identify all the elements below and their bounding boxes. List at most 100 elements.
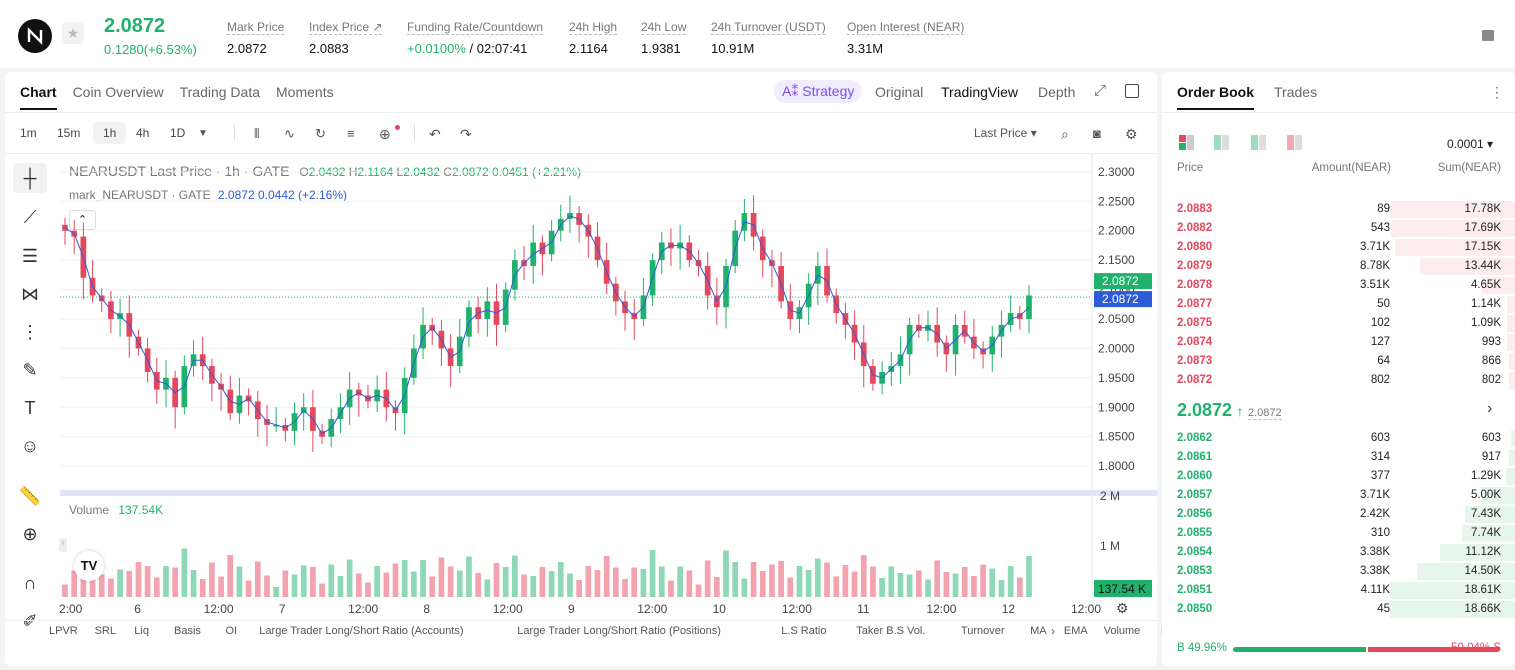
emoji-icon[interactable]: ☺	[20, 435, 40, 456]
bid-row[interactable]: 2.0857 3.71K 5.00K	[1162, 486, 1515, 505]
indicator-scroll-right-icon[interactable]: ›	[1051, 624, 1055, 638]
indicator-item[interactable]: L.S Ratio	[781, 625, 827, 637]
ask-row[interactable]: 2.0877 50 1.14K	[1162, 295, 1515, 314]
indicator-item[interactable]: Volume	[1103, 625, 1141, 637]
index-price-stat[interactable]: Index Price ↗ 2.0883	[309, 18, 383, 56]
indicator-item[interactable]: Basis	[174, 625, 201, 637]
bid-row[interactable]: 2.0861 314 917	[1162, 448, 1515, 467]
pattern-icon[interactable]: ⋈	[21, 283, 39, 304]
timeframe-15m[interactable]: 15m	[57, 126, 81, 140]
price-chart[interactable]: 2.30002.25002.20002.15002.10002.05002.00…	[5, 154, 1157, 604]
trendline-icon[interactable]: ⟋	[23, 206, 37, 227]
search-icon[interactable]: ⌕	[1061, 126, 1069, 142]
view-depth[interactable]: Depth	[1038, 84, 1076, 100]
window-icon[interactable]	[1125, 84, 1139, 98]
price-type-select[interactable]: Last Price ▾	[974, 126, 1037, 140]
x-tick-label: 9	[568, 602, 575, 616]
indicator-item[interactable]: MA	[1030, 625, 1047, 637]
tab-trades[interactable]: Trades	[1274, 84, 1318, 100]
tab-coin-overview[interactable]: Coin Overview	[72, 84, 164, 100]
ask-row[interactable]: 2.0879 8.78K 13.44K	[1162, 257, 1515, 276]
ask-row[interactable]: 2.0874 127 993	[1162, 333, 1515, 352]
volume-bar	[71, 570, 78, 597]
undo-icon[interactable]: ↶	[429, 126, 441, 142]
volume-tag-label: 137.54 K	[1098, 582, 1146, 596]
brush-icon[interactable]: ✎	[22, 359, 38, 380]
main-series-title: NEARUSDT Last Price · 1h · GATE	[69, 163, 290, 179]
more-menu-icon[interactable]: ⋮	[1490, 84, 1504, 100]
bid-row[interactable]: 2.0854 3.38K 11.12K	[1162, 543, 1515, 562]
tab-chart[interactable]: Chart	[20, 84, 57, 110]
ask-row[interactable]: 2.0882 543 17.69K	[1162, 219, 1515, 238]
book-icon[interactable]	[1482, 30, 1494, 41]
templates-icon[interactable]: ≡	[347, 126, 355, 141]
view-asks-icon[interactable]	[1287, 135, 1303, 150]
indicator-item[interactable]: LPVR	[49, 625, 78, 637]
timeframe-1h[interactable]: 1h	[93, 122, 127, 144]
bid-row[interactable]: 2.0860 377 1.29K	[1162, 467, 1515, 486]
order-amount: 3.38K	[1359, 546, 1390, 558]
auto-scale-icon[interactable]: ⚙	[1116, 600, 1129, 616]
timeframe-4h[interactable]: 4h	[136, 126, 150, 140]
view-tradingview[interactable]: TradingView	[941, 84, 1019, 100]
timeframe-1m[interactable]: 1m	[20, 126, 37, 140]
indicator-item[interactable]: Large Trader Long/Short Ratio (Positions…	[517, 625, 721, 637]
expand-icon[interactable]: ⤢	[1094, 82, 1107, 99]
indicator-item[interactable]: Turnover	[960, 625, 1005, 637]
order-sum: 1.09K	[1470, 317, 1501, 329]
settings-gear-icon[interactable]: ⚙	[1125, 126, 1138, 142]
ask-row[interactable]: 2.0875 102 1.09K	[1162, 314, 1515, 333]
precision-select[interactable]: 0.0001 ▾	[1447, 137, 1494, 151]
bid-row[interactable]: 2.0856 2.42K 7.43K	[1162, 505, 1515, 524]
timeframe-dropdown-icon[interactable]: ▼	[198, 128, 208, 139]
view-original[interactable]: Original	[875, 84, 924, 100]
strategy-button[interactable]: A⁑ Strategy	[774, 80, 863, 103]
tab-trading-data[interactable]: Trading Data	[179, 84, 261, 100]
indicator-item[interactable]: EMA	[1063, 625, 1088, 637]
view-bids-icon[interactable]	[1214, 135, 1230, 150]
timeframe-1d[interactable]: 1D	[170, 126, 186, 140]
ask-row[interactable]: 2.0878 3.51K 4.65K	[1162, 276, 1515, 295]
mid-price-row[interactable]: 2.0872 ↑ 2.0872	[1177, 400, 1282, 421]
zoom-in-icon[interactable]: ⊕	[22, 523, 38, 544]
magnet-icon[interactable]: ∩	[23, 572, 37, 593]
bid-row[interactable]: 2.0855 310 7.74K	[1162, 524, 1515, 543]
view-both-icon[interactable]	[1179, 135, 1195, 150]
candle-type-icon[interactable]: ⫴	[254, 126, 260, 141]
tab-order-book[interactable]: Order Book	[1177, 84, 1255, 110]
volume-value: 137.54K	[118, 503, 164, 517]
bid-row[interactable]: 2.0851 4.11K 18.61K	[1162, 581, 1515, 600]
replay-icon[interactable]: ↻	[315, 126, 326, 141]
favorite-star-icon[interactable]: ★	[62, 22, 84, 44]
24h-turnover-stat: 24h Turnover (USDT) 10.91M	[711, 18, 826, 56]
camera-icon[interactable]: ◙	[1093, 126, 1101, 141]
redo-icon[interactable]: ↷	[460, 126, 472, 142]
indicator-item[interactable]: SRL	[94, 625, 116, 637]
text-tool-icon[interactable]: T	[24, 397, 36, 418]
scroll-left-handle[interactable]: ‹	[59, 538, 67, 552]
view-split-icon[interactable]	[1251, 135, 1267, 150]
volume-bar	[392, 563, 399, 597]
fib-icon[interactable]: ⋮	[21, 321, 39, 342]
ask-row[interactable]: 2.0883 89 17.78K	[1162, 200, 1515, 219]
x-tick-label: 11	[857, 602, 870, 616]
bid-row[interactable]: 2.0862 603 603	[1162, 429, 1515, 448]
ask-row[interactable]: 2.0873 64 866	[1162, 352, 1515, 371]
bid-row[interactable]: 2.0853 3.38K 14.50K	[1162, 562, 1515, 581]
indicator-item[interactable]: OI	[225, 625, 238, 637]
ruler-icon[interactable]: 📏	[18, 485, 42, 506]
indicator-item[interactable]: Taker B.S Vol.	[856, 625, 926, 637]
indicator-item[interactable]: Liq	[134, 625, 149, 637]
indicators-icon[interactable]: ∿	[284, 126, 295, 141]
chevron-right-icon[interactable]: ›	[1487, 400, 1493, 417]
ask-row[interactable]: 2.0872 802 802	[1162, 371, 1515, 390]
horizontal-lines-icon[interactable]: ☰	[21, 245, 39, 266]
collapse-legend-button[interactable]: ⌃	[69, 210, 96, 230]
add-alert-icon[interactable]: ⊕	[379, 126, 391, 142]
ask-row[interactable]: 2.0880 3.71K 17.15K	[1162, 238, 1515, 257]
tab-moments[interactable]: Moments	[276, 84, 334, 100]
crosshair-icon[interactable]: ┼	[13, 163, 47, 193]
indicator-item[interactable]: Large Trader Long/Short Ratio (Accounts)	[259, 625, 464, 637]
pencil-lock-icon[interactable]: ✐	[22, 610, 38, 631]
bid-row[interactable]: 2.0850 45 18.66K	[1162, 600, 1515, 619]
